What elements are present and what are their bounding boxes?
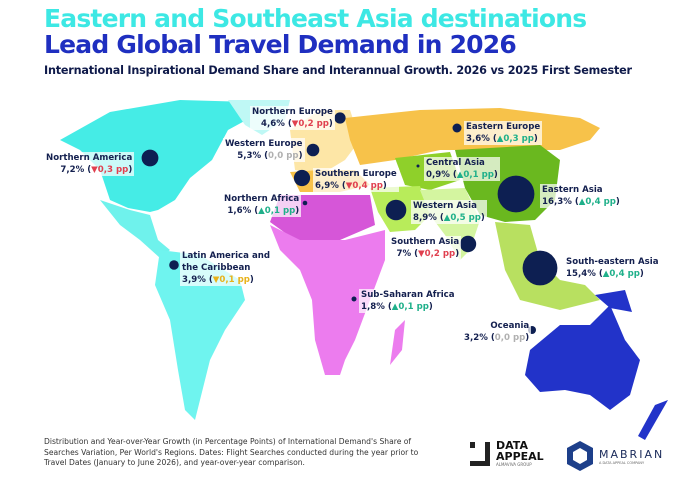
label-southern-europe: Southern Europe 6,9% (▼0,4 pp) bbox=[313, 168, 399, 192]
arrow-down-icon: ▼ bbox=[291, 119, 299, 129]
region-name: Central Asia bbox=[426, 158, 485, 168]
region-name: Southern Europe bbox=[315, 169, 397, 179]
label-central-asia: Central Asia 0,9% (▲0,1 pp) bbox=[424, 157, 500, 181]
land-madagascar bbox=[390, 320, 405, 365]
label-northern-europe: Northern Europe 4,6% (▼0,2 pp) bbox=[250, 106, 335, 130]
bubble-southern-europe bbox=[293, 169, 311, 187]
region-name: Oceania bbox=[490, 321, 530, 331]
arrow-up-icon: ▲ bbox=[602, 269, 610, 279]
region-name: Northern Europe bbox=[252, 107, 333, 117]
bubble-sub-saharan-africa bbox=[351, 296, 357, 302]
land-south-eastern-asia bbox=[495, 222, 600, 310]
label-latin-america: Latin America and the Caribbean 3,9% (▼0… bbox=[180, 250, 273, 286]
label-western-europe: Western Europe 5,3% (0,0 pp) bbox=[223, 138, 305, 162]
label-southern-asia: Southern Asia 7% (▼0,2 pp) bbox=[389, 236, 462, 260]
arrow-up-icon: ▲ bbox=[443, 213, 451, 223]
label-northern-africa: Northern Africa 1,6% (▲0,1 pp) bbox=[222, 193, 302, 217]
arrow-up-icon: ▲ bbox=[496, 134, 504, 144]
bubble-northern-africa bbox=[302, 200, 308, 206]
land-oceania bbox=[525, 305, 640, 410]
label-northern-america: Northern America 7,2% (▼0,3 pp) bbox=[44, 152, 135, 176]
label-eastern-europe: Eastern Europe 3,6% (▲0,3 pp) bbox=[464, 121, 543, 145]
bubble-layer bbox=[141, 112, 558, 334]
region-name: South-eastern Asia bbox=[566, 257, 659, 267]
arrow-up-icon: ▲ bbox=[258, 206, 265, 216]
label-oceania: Oceania 3,2% (0,0 pp) bbox=[462, 320, 532, 344]
bubble-western-europe bbox=[306, 143, 320, 157]
bubble-latin-america bbox=[169, 260, 179, 270]
region-name: Western Asia bbox=[413, 201, 477, 211]
title-line-1: Eastern and Southeast Asia destinations bbox=[44, 4, 587, 33]
region-name: Southern Asia bbox=[391, 237, 460, 247]
title-line-2: Lead Global Travel Demand in 2026 bbox=[44, 30, 517, 59]
label-eastern-asia: Eastern Asia 16,3% (▲0,4 pp) bbox=[540, 184, 622, 208]
bubble-northern-america bbox=[141, 149, 159, 167]
arrow-down-icon: ▼ bbox=[91, 165, 98, 175]
bubble-northern-europe bbox=[334, 112, 346, 124]
footnote: Distribution and Year-over-Year Growth (… bbox=[44, 437, 419, 467]
share-value: 7,2% bbox=[60, 165, 85, 175]
label-south-eastern-asia: South-eastern Asia 15,4% (▲0,4 pp) bbox=[564, 256, 661, 280]
region-name: Eastern Asia bbox=[542, 185, 603, 195]
subtitle: International Inspirational Demand Share… bbox=[44, 64, 632, 77]
data-appeal-mark-icon bbox=[470, 441, 490, 466]
mabrian-hexagon-icon bbox=[567, 441, 593, 471]
land-south-america bbox=[155, 250, 245, 420]
region-name: Sub-Saharan Africa bbox=[361, 290, 455, 300]
arrow-up-icon: ▲ bbox=[456, 170, 464, 180]
region-name: Latin America and bbox=[182, 251, 271, 261]
land-new-zealand bbox=[638, 400, 668, 440]
mabrian-logo: MABRIAN A DATA APPEAL COMPANY bbox=[566, 440, 664, 472]
label-western-asia: Western Asia 8,9% (▲0,5 pp) bbox=[411, 200, 487, 224]
bubble-western-asia bbox=[385, 199, 407, 221]
data-appeal-logo: DATA APPEAL ALMAVIVA GROUP bbox=[470, 440, 544, 467]
bubble-eastern-asia bbox=[497, 175, 535, 213]
land-sub-saharan-africa bbox=[270, 225, 385, 375]
arrow-down-icon: ▼ bbox=[212, 275, 220, 285]
region-name: Northern America bbox=[46, 153, 133, 163]
bubble-south-eastern-asia bbox=[522, 250, 558, 286]
arrow-up-icon: ▲ bbox=[391, 302, 399, 312]
label-sub-saharan-africa: Sub-Saharan Africa 1,8% (▲0,1 pp) bbox=[359, 289, 457, 313]
arrow-down-icon: ▼ bbox=[418, 249, 425, 259]
bubble-central-asia bbox=[416, 164, 420, 168]
region-name: Eastern Europe bbox=[466, 122, 541, 132]
arrow-down-icon: ▼ bbox=[345, 181, 353, 191]
arrow-up-icon: ▲ bbox=[578, 197, 586, 207]
land-central-america bbox=[100, 200, 170, 258]
bubble-southern-asia bbox=[459, 235, 477, 253]
change-value: ▼0,3 pp bbox=[91, 165, 129, 175]
region-name: Northern Africa bbox=[224, 194, 300, 204]
region-name: Western Europe bbox=[225, 139, 303, 149]
land-new-guinea bbox=[595, 290, 632, 312]
bubble-eastern-europe bbox=[452, 123, 462, 133]
